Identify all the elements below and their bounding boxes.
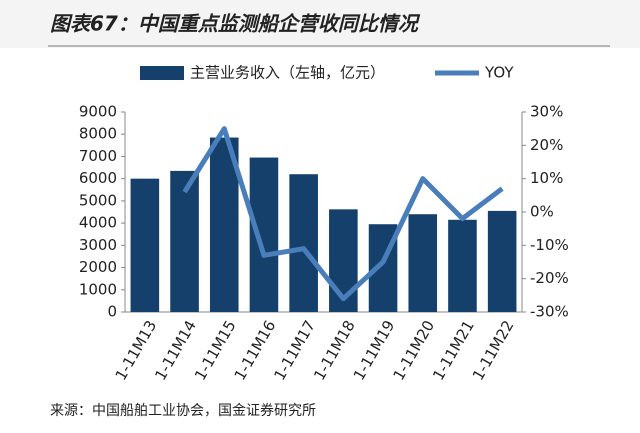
y-tick-label: 3000 [79, 236, 117, 254]
y-tick-label: 1000 [79, 280, 117, 298]
y2-tick-label: 0% [530, 203, 554, 221]
y-tick-label: 5000 [79, 191, 117, 209]
y-tick-label: 6000 [79, 169, 117, 187]
legend-swatch [140, 66, 184, 80]
bar [448, 219, 477, 312]
bar [408, 214, 438, 312]
y2-tick-label: 10% [530, 169, 563, 187]
bar [487, 210, 517, 312]
chart-title: 图表67：中国重点监测船企营收同比情况 [50, 12, 421, 36]
y-tick-label: 4000 [79, 214, 117, 232]
y2-tick-label: 30% [530, 103, 563, 121]
bar [289, 174, 318, 312]
legend-label: YOY [484, 64, 514, 82]
y-tick-label: 0 [107, 303, 117, 321]
y2-tick-label: 20% [530, 136, 563, 154]
y2-tick-label: -30% [530, 303, 569, 321]
bar [170, 170, 199, 312]
y-tick-label: 2000 [79, 258, 117, 276]
legend-label: 主营业务收入（左轴，亿元） [190, 64, 385, 82]
yoy-line [182, 126, 504, 302]
y-tick-label: 7000 [79, 147, 117, 165]
source: 来源：中国船舶工业协会，国金证券研究所 [50, 403, 316, 419]
y-tick-label: 9000 [79, 103, 117, 121]
title-band [0, 0, 640, 48]
bar [249, 157, 279, 312]
y-tick-label: 8000 [79, 125, 117, 143]
y2-tick-label: -10% [530, 236, 569, 254]
bar [130, 178, 160, 312]
y2-tick-label: -20% [530, 269, 569, 287]
